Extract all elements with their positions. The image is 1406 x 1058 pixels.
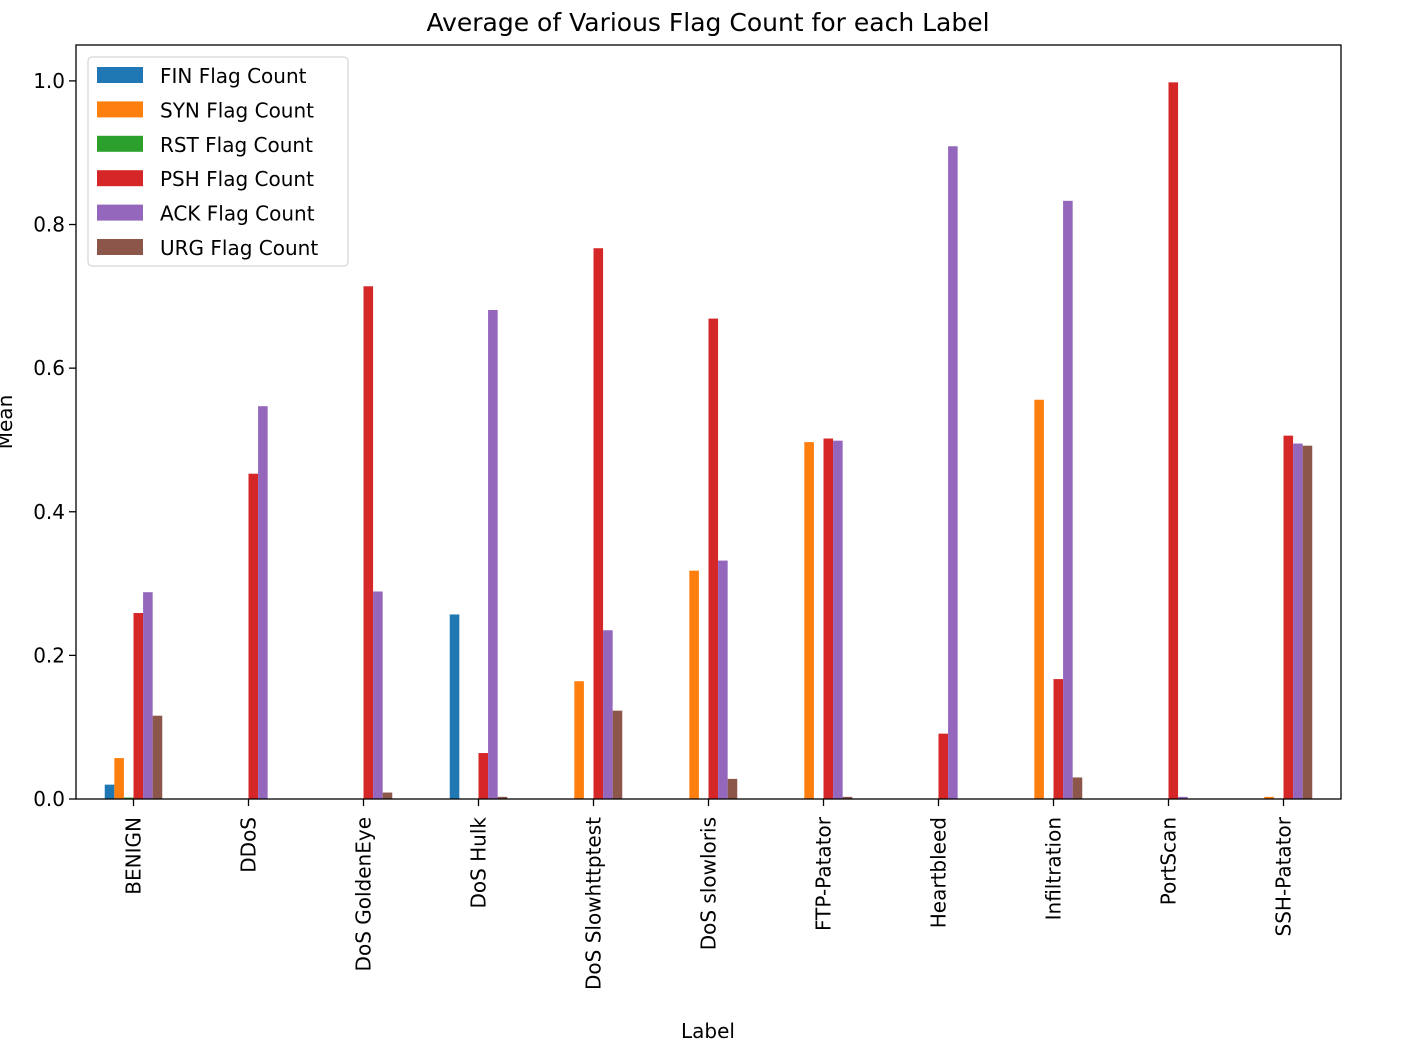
bar-psh-dos-hulk: [478, 753, 489, 799]
bar-psh-benign: [133, 613, 144, 799]
bar-fin-dos-hulk: [449, 614, 460, 799]
bar-rst-benign: [123, 797, 134, 799]
bar-psh-dos-slowhttptest: [593, 248, 604, 800]
bar-psh-ssh-patator: [1283, 435, 1294, 799]
legend-items: FIN Flag Count SYN Flag Count RST Flag Cou…: [97, 64, 318, 260]
bar-psh-infiltration: [1053, 679, 1064, 799]
legend-swatch: [97, 239, 143, 255]
legend-swatch: [97, 204, 143, 221]
legend-label: ACK Flag Count: [160, 202, 315, 226]
x-tick-label: Heartbleed: [927, 817, 951, 928]
bar-urg-ssh-patator: [1302, 445, 1313, 799]
bar-syn-benign: [114, 758, 124, 799]
y-tick-label: 0.2: [33, 643, 65, 667]
x-tick-label: DoS Slowhttptest: [582, 817, 606, 990]
bar-psh-portscan: [1168, 82, 1179, 800]
legend-swatch: [97, 67, 143, 83]
bar-syn-dos-slowloris: [689, 570, 699, 799]
bar-syn-infiltration: [1034, 399, 1044, 799]
bar-ack-ftp-patator: [833, 440, 843, 799]
bar-ack-heartbleed: [948, 146, 958, 799]
x-tick-label: DDoS: [237, 817, 261, 873]
bar-syn-dos-slowhttptest: [574, 681, 584, 799]
legend-label: URG Flag Count: [160, 236, 318, 260]
bar-psh-dos-slowloris: [708, 318, 719, 799]
legend-label: FIN Flag Count: [160, 64, 307, 88]
bar-ack-portscan: [1178, 796, 1188, 799]
y-tick-label: 0.8: [33, 213, 65, 237]
bar-urg-dos-hulk: [497, 796, 508, 799]
x-tick-label: DoS Hulk: [467, 817, 491, 909]
bar-ack-dos-hulk: [488, 309, 498, 799]
bar-psh-ddos: [248, 473, 259, 799]
x-tick-label: BENIGN: [122, 817, 146, 895]
bar-urg-dos-slowhttptest: [612, 710, 623, 799]
legend-swatch: [97, 101, 143, 118]
bar-psh-dos-goldeneye: [363, 286, 374, 799]
legend-label: SYN Flag Count: [160, 98, 314, 122]
bar-urg-dos-slowloris: [727, 778, 738, 799]
x-tick-label: DoS GoldenEye: [352, 817, 376, 971]
bar-urg-infiltration: [1072, 777, 1083, 799]
y-axis: 0.0 0.2 0.4 0.6 0.8 1.0: [33, 69, 76, 811]
x-tick-label: DoS slowloris: [697, 817, 721, 950]
bar-psh-ftp-patator: [823, 438, 834, 799]
legend-swatch: [97, 170, 143, 187]
chart-title: Average of Various Flag Count for each L…: [426, 8, 989, 37]
y-tick-label: 0.4: [33, 500, 65, 524]
x-axis-label: Label: [681, 1019, 735, 1043]
x-axis: BENIGN DDoS DoS GoldenEye DoS Hulk DoS Slowh…: [122, 799, 1296, 990]
y-tick-label: 0.6: [33, 356, 65, 380]
x-tick-label: PortScan: [1157, 817, 1181, 905]
legend-swatch: [97, 135, 143, 152]
y-tick-label: 1.0: [33, 69, 65, 93]
legend-label: PSH Flag Count: [160, 167, 314, 191]
bar-ack-dos-goldeneye: [373, 591, 383, 799]
x-tick-label: Infiltration: [1042, 817, 1066, 920]
x-tick-label: SSH-Patator: [1272, 816, 1296, 936]
plot-frame: [75, 44, 1342, 800]
bar-ack-dos-slowloris: [718, 560, 728, 799]
bars-group: [104, 82, 1313, 800]
y-axis-label: Mean: [0, 395, 17, 450]
y-tick-label: 0.0: [33, 787, 65, 811]
bar-ack-dos-slowhttptest: [603, 630, 613, 799]
bar-fin-benign: [104, 784, 115, 799]
x-tick-label: FTP-Patator: [812, 816, 836, 931]
bar-urg-dos-goldeneye: [382, 792, 393, 799]
bar-psh-heartbleed: [938, 733, 949, 799]
bar-urg-ftp-patator: [842, 796, 853, 799]
bar-ack-ddos: [258, 406, 268, 799]
bar-syn-ssh-patator: [1264, 796, 1274, 799]
legend-label: RST Flag Count: [160, 133, 313, 157]
bar-ack-ssh-patator: [1293, 443, 1303, 799]
legend-frame: [87, 56, 349, 267]
bar-syn-ftp-patator: [804, 442, 814, 799]
bar-urg-benign: [152, 715, 163, 799]
bar-ack-benign: [143, 592, 153, 799]
bar-ack-infiltration: [1063, 200, 1073, 799]
legend: FIN Flag Count SYN Flag Count RST Flag Cou…: [87, 56, 349, 267]
